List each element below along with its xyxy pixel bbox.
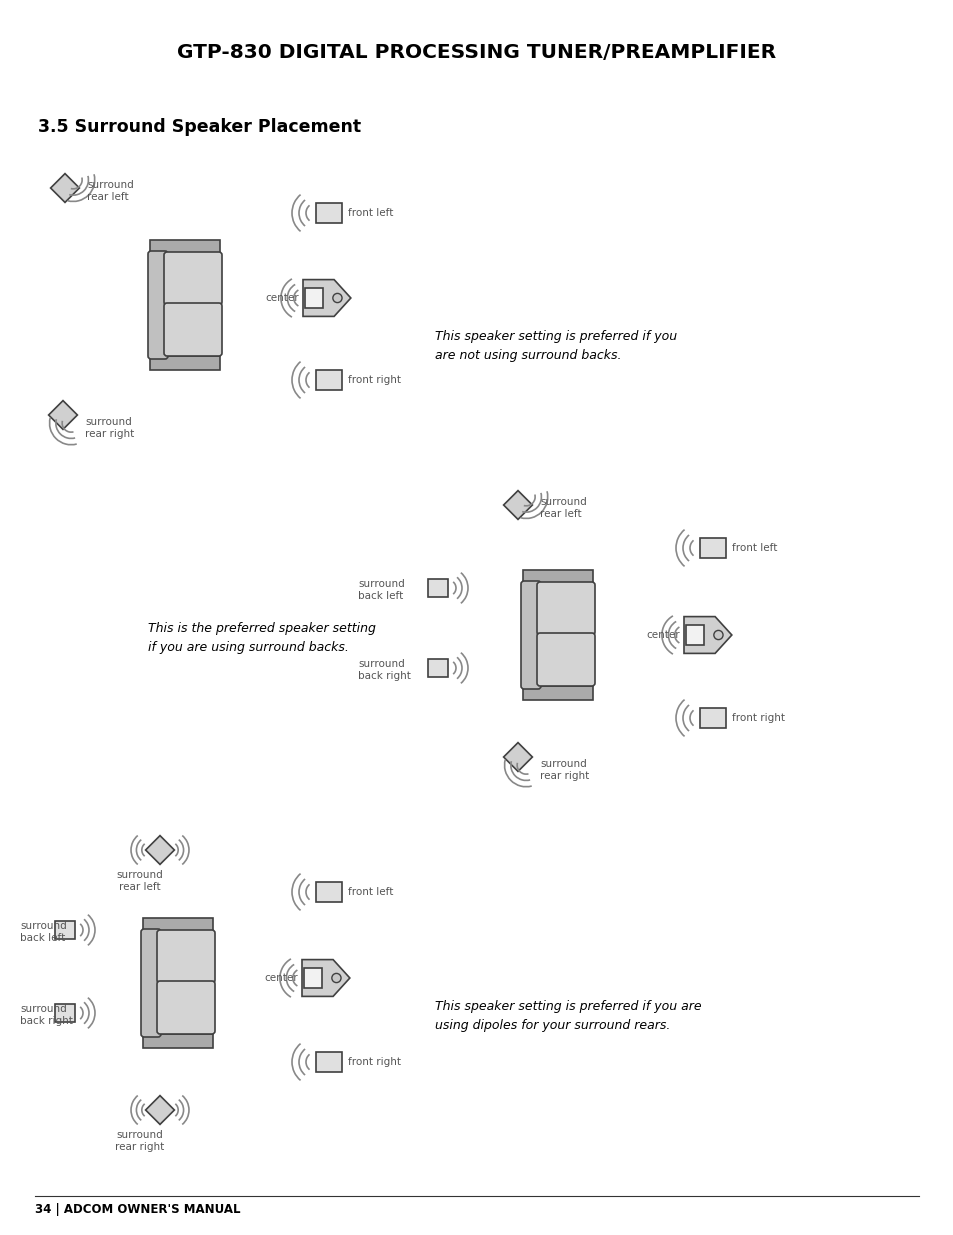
- Bar: [150, 240, 220, 254]
- Text: front left: front left: [348, 207, 393, 219]
- Text: front left: front left: [731, 543, 777, 553]
- Bar: [700, 538, 725, 558]
- FancyBboxPatch shape: [148, 251, 168, 359]
- Text: surround
rear left: surround rear left: [116, 869, 163, 892]
- Text: surround
back left: surround back left: [357, 579, 404, 600]
- Text: This speaker setting is preferred if you
are not using surround backs.: This speaker setting is preferred if you…: [435, 330, 677, 362]
- Text: GTP-830 DIGITAL PROCESSING TUNER/PREAMPLIFIER: GTP-830 DIGITAL PROCESSING TUNER/PREAMPL…: [177, 42, 776, 62]
- Circle shape: [333, 294, 342, 303]
- Polygon shape: [146, 1095, 174, 1124]
- Polygon shape: [302, 960, 350, 997]
- Bar: [303, 968, 322, 988]
- Polygon shape: [683, 616, 731, 653]
- Bar: [685, 625, 703, 645]
- Text: center: center: [646, 630, 679, 640]
- Text: center: center: [265, 293, 298, 303]
- Circle shape: [713, 630, 722, 640]
- Text: surround
rear right: surround rear right: [539, 760, 589, 781]
- Text: front right: front right: [731, 713, 784, 722]
- Bar: [315, 882, 341, 902]
- Circle shape: [332, 973, 340, 983]
- Bar: [143, 1034, 213, 1049]
- Text: center: center: [264, 973, 297, 983]
- FancyBboxPatch shape: [157, 930, 214, 983]
- Text: surround
rear left: surround rear left: [539, 496, 586, 519]
- FancyBboxPatch shape: [164, 303, 222, 356]
- Bar: [315, 370, 341, 390]
- Text: This is the preferred speaker setting
if you are using surround backs.: This is the preferred speaker setting if…: [148, 622, 375, 655]
- FancyBboxPatch shape: [537, 582, 595, 635]
- Polygon shape: [503, 490, 532, 520]
- Polygon shape: [49, 400, 77, 430]
- Text: 3.5 Surround Speaker Placement: 3.5 Surround Speaker Placement: [38, 119, 361, 136]
- FancyBboxPatch shape: [157, 981, 214, 1034]
- Polygon shape: [303, 279, 351, 316]
- FancyBboxPatch shape: [141, 929, 161, 1037]
- Polygon shape: [503, 742, 532, 772]
- Text: front right: front right: [348, 375, 400, 385]
- FancyBboxPatch shape: [164, 252, 222, 305]
- Bar: [55, 921, 75, 939]
- Text: surround
rear left: surround rear left: [87, 180, 133, 201]
- Bar: [150, 356, 220, 370]
- Text: surround
back right: surround back right: [20, 1004, 72, 1025]
- Bar: [428, 579, 448, 597]
- Bar: [522, 571, 593, 584]
- Bar: [700, 708, 725, 727]
- Bar: [315, 1052, 341, 1072]
- Polygon shape: [146, 836, 174, 864]
- Text: surround
back right: surround back right: [357, 659, 411, 680]
- Text: surround
rear right: surround rear right: [115, 1130, 165, 1151]
- Text: front left: front left: [348, 887, 393, 897]
- Polygon shape: [51, 174, 79, 203]
- Bar: [315, 203, 341, 224]
- Bar: [522, 685, 593, 700]
- FancyBboxPatch shape: [537, 634, 595, 685]
- Bar: [305, 288, 323, 308]
- Text: surround
back left: surround back left: [20, 921, 67, 942]
- Text: 34 | ADCOM OWNER'S MANUAL: 34 | ADCOM OWNER'S MANUAL: [35, 1203, 240, 1216]
- Bar: [428, 659, 448, 677]
- Text: surround
rear right: surround rear right: [85, 417, 134, 438]
- Bar: [55, 1004, 75, 1023]
- Text: This speaker setting is preferred if you are
using dipoles for your surround rea: This speaker setting is preferred if you…: [435, 1000, 700, 1032]
- FancyBboxPatch shape: [520, 580, 540, 689]
- Bar: [143, 918, 213, 932]
- Text: front right: front right: [348, 1057, 400, 1067]
